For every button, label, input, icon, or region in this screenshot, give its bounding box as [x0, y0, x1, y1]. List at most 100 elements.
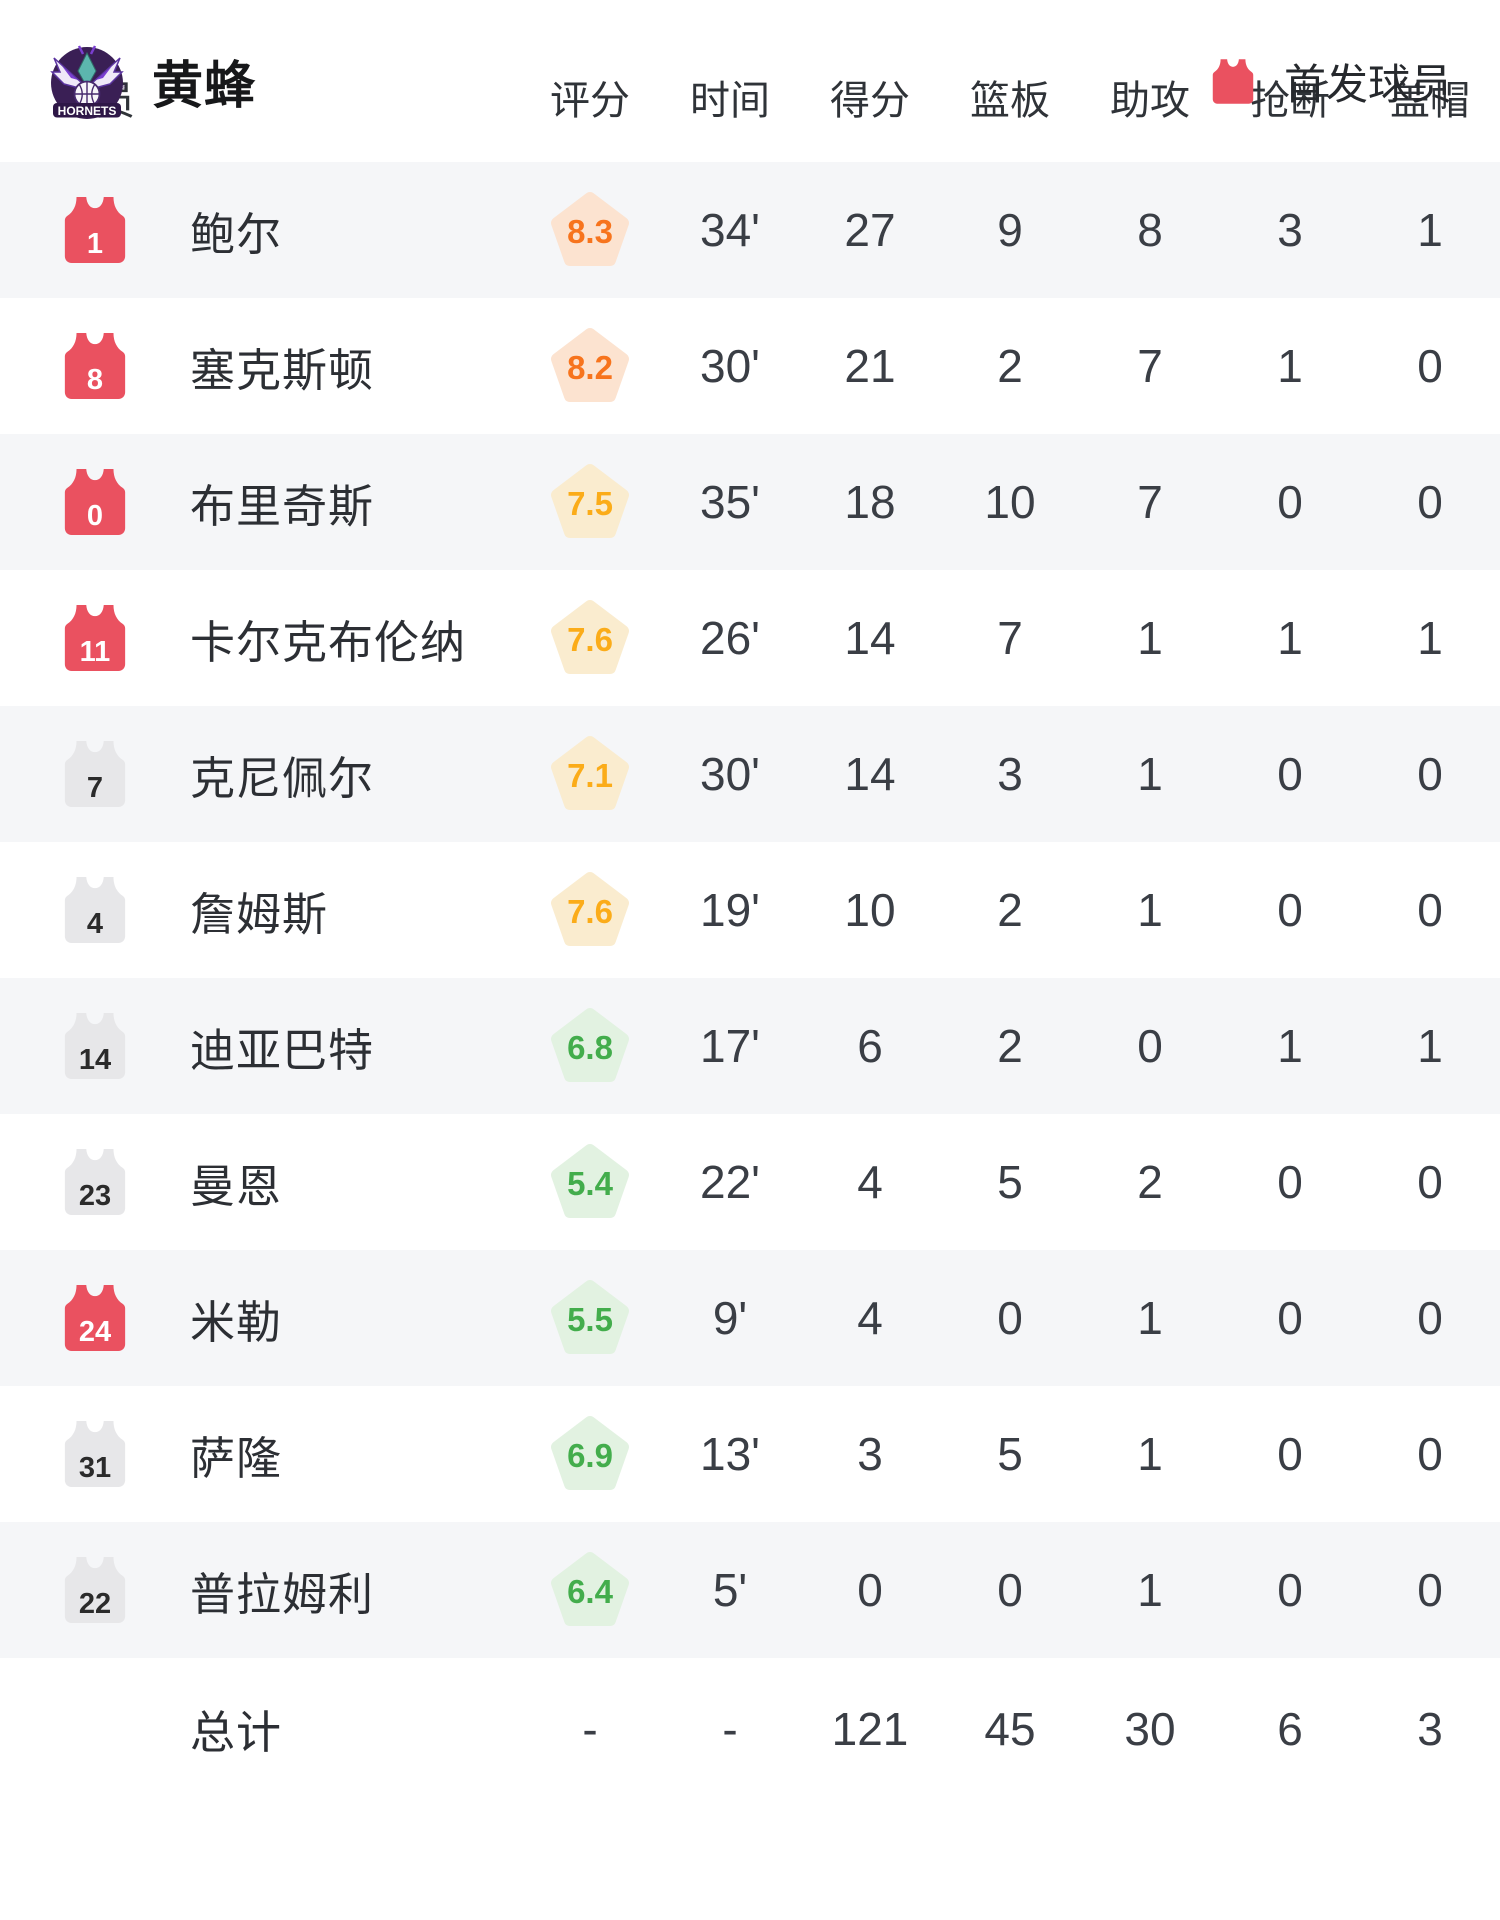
jersey-icon: 14	[62, 1011, 128, 1081]
rating-badge: 8.2	[549, 327, 631, 405]
rating-cell: 7.6	[520, 599, 660, 677]
player-row[interactable]: 24 米勒 5.5 9' 4 0 1 0 0	[0, 1250, 1500, 1386]
rating-cell: 6.4	[520, 1551, 660, 1629]
rating-badge: 5.5	[549, 1279, 631, 1357]
rebounds-cell: 10	[984, 476, 1036, 528]
column-header-rebounds: 篮板	[970, 79, 1050, 123]
player-name: 卡尔克布伦纳	[190, 616, 467, 668]
rebounds-cell: 0	[997, 1564, 1023, 1616]
rating-value: 6.8	[567, 1029, 613, 1067]
time-cell: 22'	[700, 1156, 760, 1208]
player-row[interactable]: 4 詹姆斯 7.6 19' 10 2 1 0 0	[0, 842, 1500, 978]
time-cell: 19'	[700, 884, 760, 936]
jersey-number: 8	[86, 364, 104, 396]
rating-cell: 8.3	[520, 191, 660, 269]
player-cell: 11 卡尔克布伦纳	[0, 603, 520, 673]
points-cell: 14	[844, 748, 896, 800]
assists-cell: 1	[1137, 1428, 1163, 1480]
player-cell: 24 米勒	[0, 1283, 520, 1353]
steals-cell: 0	[1277, 476, 1303, 528]
player-name: 塞克斯顿	[190, 344, 375, 396]
player-name: 米勒	[190, 1296, 283, 1348]
rating-value: 6.9	[567, 1437, 613, 1475]
player-row[interactable]: 11 卡尔克布伦纳 7.6 26' 14 7 1 1 1	[0, 570, 1500, 706]
time-cell: 26'	[700, 612, 760, 664]
points-cell: 3	[857, 1428, 883, 1480]
player-row[interactable]: 8 塞克斯顿 8.2 30' 21 2 7 1 0	[0, 298, 1500, 434]
blocks-cell: 0	[1417, 1564, 1443, 1616]
steals-cell: 0	[1277, 1428, 1303, 1480]
rebounds-cell: 5	[997, 1428, 1023, 1480]
steals-cell: 0	[1277, 884, 1303, 936]
column-header-time: 时间	[690, 79, 770, 123]
points-cell: 0	[857, 1564, 883, 1616]
points-cell: 4	[857, 1156, 883, 1208]
assists-cell: 7	[1137, 476, 1163, 528]
rating-cell: 8.2	[520, 327, 660, 405]
player-name: 詹姆斯	[190, 888, 329, 940]
jersey-icon: 23	[62, 1147, 128, 1217]
blocks-cell: 0	[1417, 748, 1443, 800]
jersey-number: 22	[78, 1588, 112, 1620]
player-cell: 1 鲍尔	[0, 195, 520, 265]
points-cell: 4	[857, 1292, 883, 1344]
rating-cell: 7.1	[520, 735, 660, 813]
rebounds-cell: 2	[997, 884, 1023, 936]
rating-value: 8.3	[567, 213, 613, 251]
time-cell: 34'	[700, 204, 760, 256]
rating-cell: 5.5	[520, 1279, 660, 1357]
total-rating: -	[582, 1702, 598, 1755]
rebounds-cell: 9	[997, 204, 1023, 256]
jersey-icon: 8	[62, 331, 128, 401]
blocks-cell: 0	[1417, 1292, 1443, 1344]
total-time: -	[722, 1702, 738, 1755]
rebounds-cell: 2	[997, 1020, 1023, 1072]
rebounds-cell: 0	[997, 1292, 1023, 1344]
player-name: 迪亚巴特	[190, 1024, 375, 1076]
column-header-row: 球员 评分 时间 得分 篮板 助攻 抢断 盖帽	[0, 62, 1500, 132]
jersey-number: 4	[86, 908, 104, 940]
player-row[interactable]: 1 鲍尔 8.3 34' 27 9 8 3 1	[0, 162, 1500, 298]
rating-value: 6.4	[567, 1573, 613, 1611]
rating-value: 5.4	[567, 1165, 613, 1203]
jersey-icon: 24	[62, 1283, 128, 1353]
steals-cell: 0	[1277, 1292, 1303, 1344]
rating-cell: 6.8	[520, 1007, 660, 1085]
player-cell: 22 普拉姆利	[0, 1555, 520, 1625]
jersey-number: 11	[79, 636, 111, 668]
player-row[interactable]: 31 萨隆 6.9 13' 3 5 1 0 0	[0, 1386, 1500, 1522]
player-row[interactable]: 22 普拉姆利 6.4 5' 0 0 1 0 0	[0, 1522, 1500, 1658]
jersey-number: 23	[78, 1180, 112, 1212]
total-points: 121	[831, 1702, 909, 1755]
total-row: 总计 - - 121 45 30 6 3	[0, 1658, 1500, 1799]
rating-badge: 5.4	[549, 1143, 631, 1221]
assists-cell: 1	[1137, 1564, 1163, 1616]
blocks-cell: 1	[1417, 204, 1443, 256]
rating-badge: 7.6	[549, 599, 631, 677]
rating-value: 7.6	[567, 621, 613, 659]
column-header-blocks: 盖帽	[1390, 79, 1470, 123]
rebounds-cell: 3	[997, 748, 1023, 800]
player-row[interactable]: 7 克尼佩尔 7.1 30' 14 3 1 0 0	[0, 706, 1500, 842]
rating-value: 5.5	[567, 1301, 613, 1339]
player-row[interactable]: 14 迪亚巴特 6.8 17' 6 2 0 1 1	[0, 978, 1500, 1114]
jersey-icon: 31	[62, 1419, 128, 1489]
player-name: 鲍尔	[190, 208, 283, 260]
rebounds-cell: 7	[997, 612, 1023, 664]
steals-cell: 1	[1277, 1020, 1303, 1072]
player-cell: 4 詹姆斯	[0, 875, 520, 945]
registered-mark: ®	[122, 83, 126, 91]
assists-cell: 7	[1137, 340, 1163, 392]
rating-badge: 7.6	[549, 871, 631, 949]
rating-badge: 7.1	[549, 735, 631, 813]
player-row[interactable]: 0 布里奇斯 7.5 35' 18 10 7 0 0	[0, 434, 1500, 570]
player-row[interactable]: 23 曼恩 5.4 22' 4 5 2 0 0	[0, 1114, 1500, 1250]
steals-cell: 0	[1277, 1564, 1303, 1616]
jersey-icon: 7	[62, 739, 128, 809]
jersey-number: 1	[86, 228, 104, 260]
team-name-title: 黄蜂	[152, 57, 257, 114]
time-cell: 30'	[700, 748, 760, 800]
time-cell: 30'	[700, 340, 760, 392]
rating-badge: 7.5	[549, 463, 631, 541]
